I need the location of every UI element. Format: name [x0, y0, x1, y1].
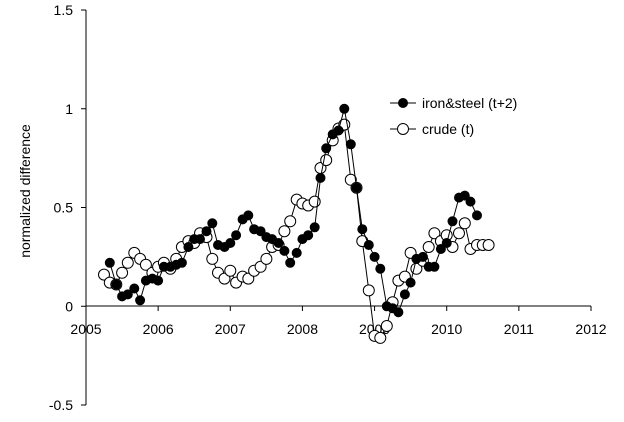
- data-point-iron-steel: [129, 283, 140, 294]
- y-tick-label: 1: [65, 101, 73, 117]
- data-point-crude: [422, 241, 435, 253]
- data-point-iron-steel: [321, 143, 332, 154]
- data-point-iron-steel: [243, 210, 254, 221]
- data-point-crude: [428, 227, 441, 240]
- data-point-crude: [116, 266, 129, 279]
- y-tick-label: 0: [65, 298, 73, 314]
- data-point-crude: [139, 258, 152, 271]
- y-tick-label: -0.5: [49, 397, 73, 413]
- data-point-iron-steel: [393, 307, 404, 318]
- legend-label-iron-steel: iron&steel (t+2): [422, 95, 517, 111]
- data-point-crude: [482, 239, 495, 251]
- data-point-iron-steel: [417, 251, 428, 262]
- data-point-iron-steel: [399, 289, 410, 300]
- data-point-crude: [362, 284, 375, 297]
- data-point-crude: [278, 225, 291, 238]
- data-point-crude: [121, 256, 134, 269]
- data-point-iron-steel: [285, 257, 296, 268]
- data-point-iron-steel: [405, 277, 416, 288]
- axes: [85, 10, 591, 405]
- data-point-iron-steel: [153, 275, 164, 286]
- x-tick-label: 2012: [575, 321, 606, 337]
- data-point-iron-steel: [255, 226, 266, 237]
- data-point-iron-steel: [357, 224, 368, 235]
- x-tick-label: 2011: [504, 321, 534, 337]
- data-point-crude: [453, 227, 465, 240]
- x-tick-label: 2007: [215, 321, 246, 337]
- data-point-iron-steel: [441, 238, 452, 248]
- data-point-iron-steel: [345, 139, 356, 150]
- data-point-iron-steel: [273, 238, 284, 248]
- legend-marker-crude: [397, 123, 409, 135]
- data-point-crude: [284, 215, 297, 228]
- ticks: 2005 2006 2007 2008 2009 2010 2011 2012-0.500.5…: [49, 2, 607, 413]
- data-point-crude: [320, 154, 333, 167]
- data-point-iron-steel: [104, 257, 115, 268]
- data-point-iron-steel: [303, 230, 314, 241]
- data-point-iron-steel: [195, 234, 205, 245]
- data-point-iron-steel: [309, 222, 320, 233]
- x-tick-label: 2006: [143, 321, 174, 337]
- legend: iron&steel (t+2) crude (t): [390, 95, 517, 137]
- legend-marker-iron-steel: [398, 98, 408, 108]
- data-point-iron-steel: [176, 257, 187, 268]
- x-tick-label: 2008: [287, 321, 318, 337]
- data-point-iron-steel: [207, 218, 218, 229]
- x-tick-label: 2005: [70, 321, 101, 337]
- data-point-iron-steel: [363, 240, 374, 250]
- data-point-crude: [260, 252, 273, 265]
- data-point-iron-steel: [201, 226, 212, 237]
- data-point-crude: [374, 331, 387, 344]
- plot-area: [98, 103, 495, 344]
- data-point-crude: [224, 264, 237, 277]
- data-point-crude: [98, 268, 110, 281]
- data-point-crude: [458, 217, 471, 230]
- data-point-crude: [380, 320, 393, 332]
- data-point-iron-steel: [122, 289, 133, 300]
- data-point-iron-steel: [472, 210, 482, 221]
- legend-label-crude: crude (t): [422, 121, 474, 137]
- data-point-crude: [206, 252, 219, 265]
- data-point-iron-steel: [369, 251, 380, 262]
- data-point-iron-steel: [375, 263, 386, 274]
- data-point-iron-steel: [465, 196, 476, 207]
- x-tick-label: 2010: [431, 321, 462, 337]
- data-point-iron-steel: [183, 242, 194, 252]
- y-tick-label: 1.5: [54, 2, 74, 18]
- data-point-iron-steel: [447, 216, 458, 227]
- data-point-iron-steel: [429, 261, 440, 272]
- data-point-iron-steel: [315, 172, 326, 183]
- data-point-iron-steel: [225, 238, 236, 248]
- data-point-iron-steel: [111, 279, 122, 290]
- y-axis-title: normalized difference: [17, 124, 33, 258]
- y-tick-label: 0.5: [54, 200, 74, 216]
- data-point-iron-steel: [231, 230, 242, 241]
- data-point-iron-steel: [459, 190, 470, 201]
- data-point-iron-steel: [291, 247, 302, 258]
- data-point-iron-steel: [333, 125, 344, 136]
- data-point-iron-steel: [279, 245, 290, 256]
- data-point-iron-steel: [435, 244, 446, 254]
- data-point-iron-steel: [339, 103, 350, 114]
- data-point-iron-steel: [351, 182, 362, 193]
- data-point-iron-steel: [135, 295, 146, 306]
